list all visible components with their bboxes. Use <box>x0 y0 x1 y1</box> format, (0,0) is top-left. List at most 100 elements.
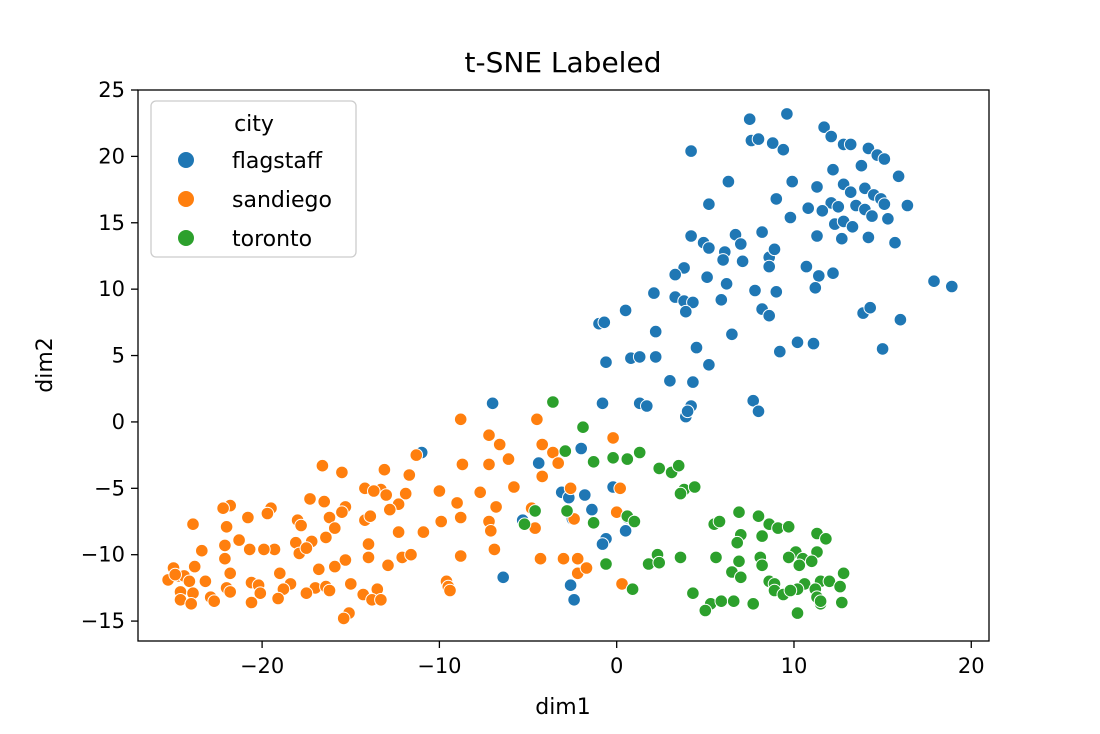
flagstaff-point-4 <box>751 132 766 146</box>
sandiego-point-15 <box>402 468 417 482</box>
toronto-point-48 <box>836 566 851 581</box>
x-tick-label-1: −10 <box>417 654 461 678</box>
sandiego-point-120 <box>374 593 388 607</box>
flagstaff-point-63 <box>826 266 840 281</box>
y-axis-label: dim2 <box>33 337 58 393</box>
sandiego-point-83 <box>273 566 287 581</box>
sandiego-point-59 <box>232 533 246 547</box>
toronto-point-70 <box>625 582 640 597</box>
sandiego-point-55 <box>484 524 498 538</box>
flagstaff-point-60 <box>762 259 777 274</box>
toronto-point-34 <box>709 550 723 565</box>
flagstaff-point-55 <box>767 242 782 257</box>
flagstaff-point-111 <box>578 488 592 502</box>
sandiego-point-89 <box>182 574 197 589</box>
sandiego-point-122 <box>336 611 351 626</box>
flagstaff-point-94 <box>875 342 890 356</box>
flagstaff-point-99 <box>640 399 654 413</box>
sandiego-point-108 <box>253 586 268 601</box>
sandiego-point-3 <box>492 437 507 452</box>
toronto-point-14 <box>517 517 532 532</box>
sandiego-point-110 <box>299 586 314 601</box>
toronto-point-69 <box>813 594 828 609</box>
flagstaff-point-45 <box>861 230 876 245</box>
sandiego-point-68 <box>533 551 548 566</box>
toronto-point-46 <box>755 558 769 573</box>
flagstaff-point-21 <box>843 185 858 199</box>
flagstaff-point-46 <box>888 235 902 250</box>
flagstaff-point-40 <box>881 212 895 226</box>
flagstaff-point-87 <box>632 350 647 364</box>
toronto-point-45 <box>734 570 748 585</box>
legend-label-toronto: toronto <box>232 227 312 252</box>
flagstaff-point-17 <box>721 174 736 189</box>
toronto-point-66 <box>746 597 761 611</box>
flagstaff-point-119 <box>496 570 511 585</box>
toronto-point-71 <box>783 583 798 598</box>
flagstaff-point-116 <box>595 537 610 551</box>
chart-title: t-SNE Labeled <box>465 46 662 79</box>
sandiego-point-63 <box>319 530 333 545</box>
toronto-point-4 <box>606 451 620 465</box>
x-axis: −20 −10 0 10 20 <box>240 641 985 678</box>
flagstaff-point-65 <box>927 274 941 289</box>
x-tick-label-0: −20 <box>240 654 284 678</box>
y-tick-label-5: 10 <box>98 277 125 301</box>
sandiego-point-26 <box>613 481 628 496</box>
flagstaff-point-83 <box>863 300 878 315</box>
flagstaff-point-13 <box>877 152 892 166</box>
toronto-point-11 <box>673 486 688 501</box>
legend-title: city <box>234 112 274 137</box>
sandiego-point-13 <box>335 465 349 480</box>
sandiego-point-4 <box>535 437 550 452</box>
sandiego-point-28 <box>317 494 332 509</box>
y-tick-label-1: −10 <box>81 543 125 567</box>
flagstaff-point-64 <box>808 281 823 295</box>
flagstaff-point-96 <box>663 374 677 388</box>
flagstaff-point-57 <box>668 267 683 282</box>
sandiego-point-57 <box>195 543 209 558</box>
sandiego-point-65 <box>391 525 406 539</box>
toronto-point-0 <box>546 395 560 409</box>
sandiego-point-9 <box>551 456 566 470</box>
sandiego-point-66 <box>453 549 468 563</box>
flagstaff-point-38 <box>845 220 860 234</box>
flagstaff-point-103 <box>746 393 761 408</box>
sandiego-point-48 <box>219 520 234 534</box>
sandiego-point-8 <box>501 452 516 466</box>
flagstaff-point-14 <box>826 162 840 177</box>
toronto-point-13 <box>528 504 542 518</box>
toronto-point-47 <box>792 558 807 573</box>
sandiego-point-82 <box>223 566 237 581</box>
flagstaff-point-47 <box>684 229 698 243</box>
sandiego-point-0 <box>453 412 468 427</box>
flagstaff-point-33 <box>702 197 716 211</box>
sandiego-point-102 <box>615 577 629 591</box>
toronto-point-25 <box>781 520 796 534</box>
sandiego-point-11 <box>482 457 496 472</box>
flagstaff-point-26 <box>801 201 816 215</box>
y-tick-label-0: −15 <box>81 609 125 633</box>
sandiego-point-76 <box>361 550 376 565</box>
flagstaff-point-28 <box>831 200 846 214</box>
flagstaff-point-7 <box>817 120 831 134</box>
flagstaff-point-78 <box>618 303 633 318</box>
toronto-point-9 <box>671 458 686 473</box>
toronto-point-67 <box>698 603 713 618</box>
sandiego-point-7 <box>409 448 424 462</box>
sandiego-point-107 <box>223 585 237 599</box>
flagstaff-point-0 <box>684 144 698 158</box>
sandiego-point-124 <box>579 561 594 575</box>
toronto-point-62 <box>835 595 849 610</box>
sandiego-point-20 <box>398 486 413 501</box>
toronto-point-52 <box>822 574 837 589</box>
flagstaff-point-73 <box>769 285 784 299</box>
y-tick-label-7: 20 <box>98 144 125 168</box>
sandiego-point-47 <box>186 517 200 532</box>
x-axis-label: dim1 <box>535 695 591 720</box>
toronto-point-68 <box>790 606 805 620</box>
sandiego-point-43 <box>453 510 468 525</box>
flagstaff-point-81 <box>648 324 663 339</box>
sandiego-point-21 <box>432 484 447 498</box>
sandiego-point-23 <box>367 484 381 498</box>
